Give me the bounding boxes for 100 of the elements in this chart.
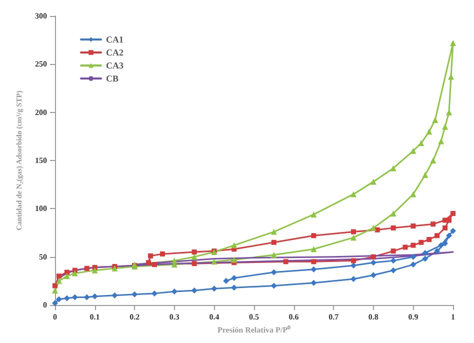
y-tick-label: 250 — [35, 60, 47, 69]
point — [370, 272, 376, 278]
point — [270, 282, 277, 289]
point — [410, 224, 416, 229]
point — [410, 262, 416, 268]
x-tick-label: 0.6 — [288, 312, 299, 322]
point — [92, 267, 98, 274]
point — [418, 140, 424, 146]
point — [350, 262, 356, 269]
x-tick-label: 0 — [53, 312, 57, 322]
point — [211, 286, 218, 292]
point — [430, 158, 436, 164]
point — [370, 178, 376, 185]
point — [192, 250, 197, 255]
point — [432, 117, 438, 124]
point — [422, 250, 428, 256]
point — [442, 124, 448, 130]
point — [390, 258, 396, 264]
point — [402, 244, 408, 250]
point — [418, 240, 424, 245]
point — [434, 233, 440, 238]
point — [310, 266, 317, 272]
point — [370, 224, 376, 231]
point — [370, 254, 376, 260]
point — [152, 262, 157, 268]
point — [442, 225, 448, 230]
legend-label: CB — [106, 74, 119, 84]
point — [56, 278, 62, 284]
x-tick-label: 0.3 — [169, 312, 180, 322]
x-tick-label: 0.8 — [368, 312, 378, 322]
legend-label: CA1 — [106, 34, 124, 44]
point — [52, 288, 58, 294]
point — [148, 253, 154, 258]
point — [426, 128, 432, 135]
point — [390, 267, 396, 274]
point — [72, 270, 78, 276]
point — [390, 248, 396, 254]
point — [450, 210, 456, 216]
point — [56, 296, 62, 302]
x-tick-label: 0.4 — [209, 312, 220, 322]
y-tick-label: 200 — [35, 108, 47, 117]
point — [450, 40, 456, 46]
point — [231, 256, 238, 263]
point — [438, 138, 444, 144]
point — [64, 270, 70, 275]
point — [171, 258, 178, 264]
point — [450, 228, 456, 234]
point — [270, 252, 277, 258]
point — [231, 284, 238, 291]
y-tick-label: 300 — [35, 12, 47, 20]
x-tick-label: 0.2 — [130, 312, 140, 322]
legend-label: CA3 — [106, 60, 124, 70]
y-tick-label: 50 — [39, 252, 47, 262]
point — [56, 274, 62, 279]
point — [410, 254, 416, 260]
point — [52, 300, 58, 306]
point — [191, 288, 198, 294]
point — [152, 290, 158, 296]
x-tick-label: 0.1 — [90, 312, 100, 322]
point — [426, 236, 432, 242]
point — [270, 269, 277, 276]
point — [223, 278, 230, 284]
point — [430, 222, 436, 227]
point — [434, 248, 440, 254]
legend-label: CA2 — [106, 48, 124, 58]
point — [311, 259, 316, 264]
point — [160, 251, 165, 256]
point — [84, 266, 90, 271]
y-tick-label: 0 — [43, 300, 47, 310]
point — [310, 246, 317, 252]
point — [350, 234, 356, 241]
point — [351, 229, 356, 234]
point — [92, 293, 98, 300]
x-tick-label: 0.7 — [328, 312, 339, 322]
point — [52, 283, 58, 288]
point — [310, 211, 317, 218]
y-tick-label: 150 — [35, 156, 47, 165]
point — [64, 273, 70, 280]
point — [410, 148, 416, 154]
point — [390, 165, 396, 172]
point — [211, 258, 218, 265]
point — [422, 172, 428, 178]
point — [311, 233, 316, 238]
point — [438, 242, 444, 248]
x-axis-title: Presión Relativa P/P⁰ — [217, 325, 291, 334]
point — [310, 280, 317, 286]
x-tick-label: 0.5 — [249, 312, 259, 322]
point — [350, 191, 356, 198]
x-tick-label: 0.9 — [408, 312, 418, 322]
point — [370, 260, 376, 266]
point — [72, 294, 78, 300]
point — [283, 259, 288, 264]
point — [410, 242, 416, 248]
point — [422, 256, 428, 262]
point — [350, 276, 356, 282]
point — [446, 232, 452, 239]
point — [112, 265, 118, 272]
point — [191, 254, 198, 260]
point — [351, 258, 356, 264]
point — [231, 275, 238, 282]
